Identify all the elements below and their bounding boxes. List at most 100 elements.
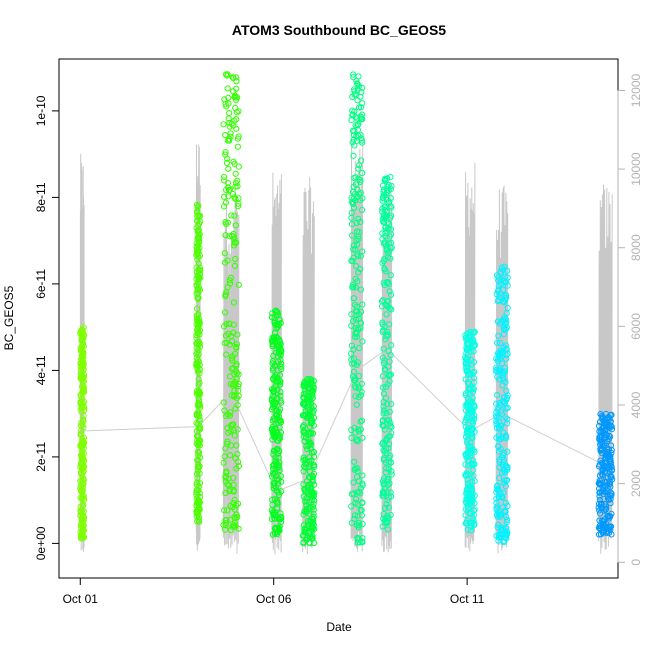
data-point <box>384 497 391 504</box>
data-point <box>380 423 387 430</box>
data-point <box>196 286 204 293</box>
data-point <box>299 400 307 407</box>
data-point <box>306 429 313 436</box>
data-point <box>222 131 229 139</box>
data-point <box>300 401 307 408</box>
data-point <box>222 474 229 481</box>
data-point <box>271 402 278 410</box>
data-point <box>275 342 283 349</box>
data-point <box>196 423 203 430</box>
data-point <box>388 212 395 219</box>
data-point <box>463 334 470 341</box>
data-point <box>194 518 201 525</box>
data-point <box>607 513 614 520</box>
series-group <box>493 263 511 546</box>
data-point <box>384 297 392 305</box>
data-point <box>196 366 203 373</box>
data-point <box>498 369 505 376</box>
data-point <box>357 506 364 514</box>
data-point <box>233 239 240 246</box>
data-point <box>231 262 238 269</box>
data-point <box>602 503 609 510</box>
data-point <box>307 413 314 420</box>
data-point <box>384 249 391 256</box>
data-point <box>499 382 506 389</box>
data-point <box>300 433 307 440</box>
data-point <box>357 176 364 183</box>
data-point <box>499 461 506 468</box>
data-point <box>276 435 283 442</box>
data-point <box>307 461 314 468</box>
data-point <box>469 431 476 438</box>
data-point <box>79 507 86 514</box>
data-point <box>350 346 357 353</box>
data-point <box>223 351 230 358</box>
data-point <box>194 467 201 474</box>
data-point <box>600 518 607 525</box>
data-point <box>603 478 611 485</box>
data-point <box>77 508 85 515</box>
data-point <box>470 348 477 355</box>
data-point <box>225 165 232 172</box>
data-point <box>278 478 285 485</box>
data-point <box>498 493 505 500</box>
y-tick-label: 1e-10 <box>34 95 48 126</box>
data-point <box>222 293 229 300</box>
data-point <box>351 190 359 197</box>
data-point <box>468 406 475 413</box>
data-point <box>78 477 85 484</box>
data-point <box>231 387 238 395</box>
data-point <box>386 233 393 240</box>
data-point <box>381 206 388 214</box>
data-point <box>231 514 238 521</box>
data-point <box>349 139 356 146</box>
data-point <box>348 342 356 349</box>
data-point <box>466 444 473 451</box>
series-group <box>462 328 478 534</box>
data-point <box>502 531 509 538</box>
data-point <box>503 278 510 286</box>
data-point <box>274 394 281 401</box>
data-point <box>355 73 362 80</box>
data-point <box>235 195 242 202</box>
data-point <box>388 400 395 408</box>
data-point <box>604 492 611 499</box>
data-point <box>79 493 86 501</box>
data-point <box>357 218 364 226</box>
data-point <box>195 211 202 219</box>
data-point <box>231 160 238 167</box>
data-point <box>357 392 364 399</box>
data-point <box>463 500 470 507</box>
data-point <box>607 492 614 499</box>
data-point <box>220 121 227 128</box>
data-point <box>222 489 229 497</box>
data-point <box>235 462 242 470</box>
y2-tick-label: 6000 <box>629 313 643 340</box>
data-point <box>354 132 362 139</box>
data-point <box>471 461 478 468</box>
data-point <box>496 535 503 542</box>
data-point <box>494 373 501 380</box>
data-point <box>497 276 504 283</box>
data-point <box>349 317 357 324</box>
data-point <box>275 489 282 496</box>
data-point <box>235 387 242 394</box>
data-point <box>304 517 311 525</box>
data-point <box>234 458 242 466</box>
data-point <box>501 298 508 306</box>
data-point <box>309 478 316 485</box>
data-point <box>381 239 388 246</box>
data-point <box>233 85 240 92</box>
data-point <box>500 539 507 546</box>
data-point <box>277 518 285 526</box>
data-point <box>350 242 357 249</box>
data-point <box>197 218 204 225</box>
y-tick-label: 8e-11 <box>34 182 48 212</box>
data-point <box>271 480 278 487</box>
data-point <box>352 284 359 291</box>
data-point <box>222 232 229 239</box>
data-point <box>496 436 503 443</box>
data-point <box>463 486 471 493</box>
data-point <box>79 379 87 386</box>
data-point <box>77 422 85 429</box>
